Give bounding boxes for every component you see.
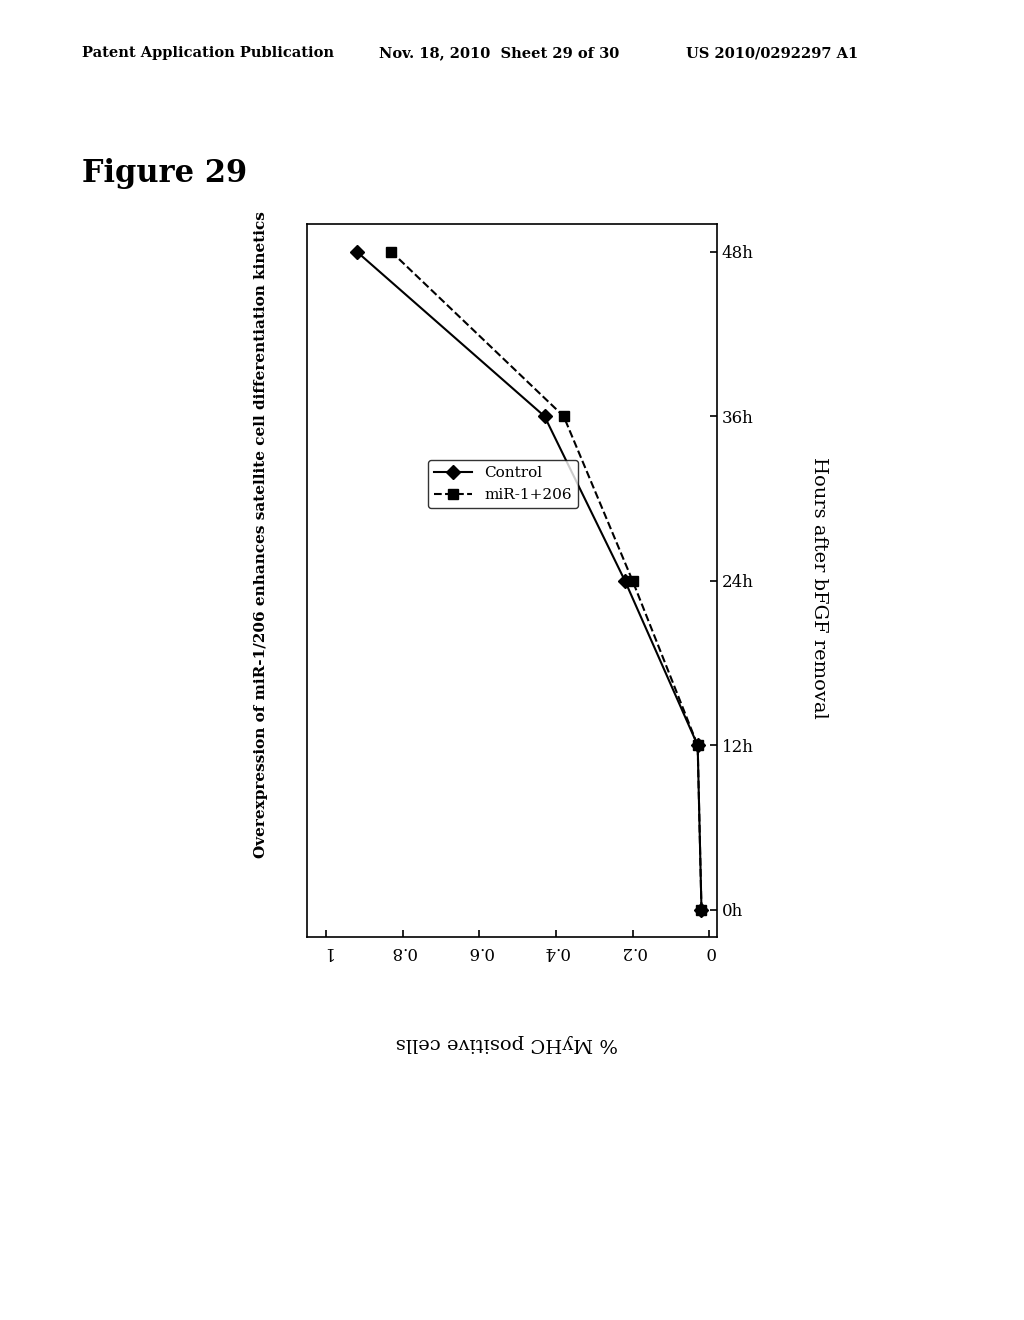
Control xyxy=(695,902,708,917)
Text: Patent Application Publication: Patent Application Publication xyxy=(82,46,334,61)
Text: Figure 29: Figure 29 xyxy=(82,158,247,189)
Control xyxy=(539,408,551,424)
Legend: Control, miR-1+206: Control, miR-1+206 xyxy=(428,461,579,508)
Control xyxy=(691,738,703,754)
Control xyxy=(618,573,631,589)
Text: US 2010/0292297 A1: US 2010/0292297 A1 xyxy=(686,46,858,61)
Line: miR-1+206: miR-1+206 xyxy=(386,247,707,915)
miR-1+206 xyxy=(691,738,703,754)
Line: Control: Control xyxy=(352,247,707,915)
miR-1+206 xyxy=(557,408,569,424)
miR-1+206 xyxy=(695,902,708,917)
Control xyxy=(351,244,364,260)
Text: Overexpression of miR-1/206 enhances satellite cell differentiation kinetics: Overexpression of miR-1/206 enhances sat… xyxy=(254,211,268,858)
Text: Hours after bFGF removal: Hours after bFGF removal xyxy=(810,457,828,718)
Text: Nov. 18, 2010  Sheet 29 of 30: Nov. 18, 2010 Sheet 29 of 30 xyxy=(379,46,620,61)
miR-1+206 xyxy=(627,573,639,589)
Text: % MyHC positive cells: % MyHC positive cells xyxy=(395,1034,618,1052)
miR-1+206 xyxy=(385,244,397,260)
